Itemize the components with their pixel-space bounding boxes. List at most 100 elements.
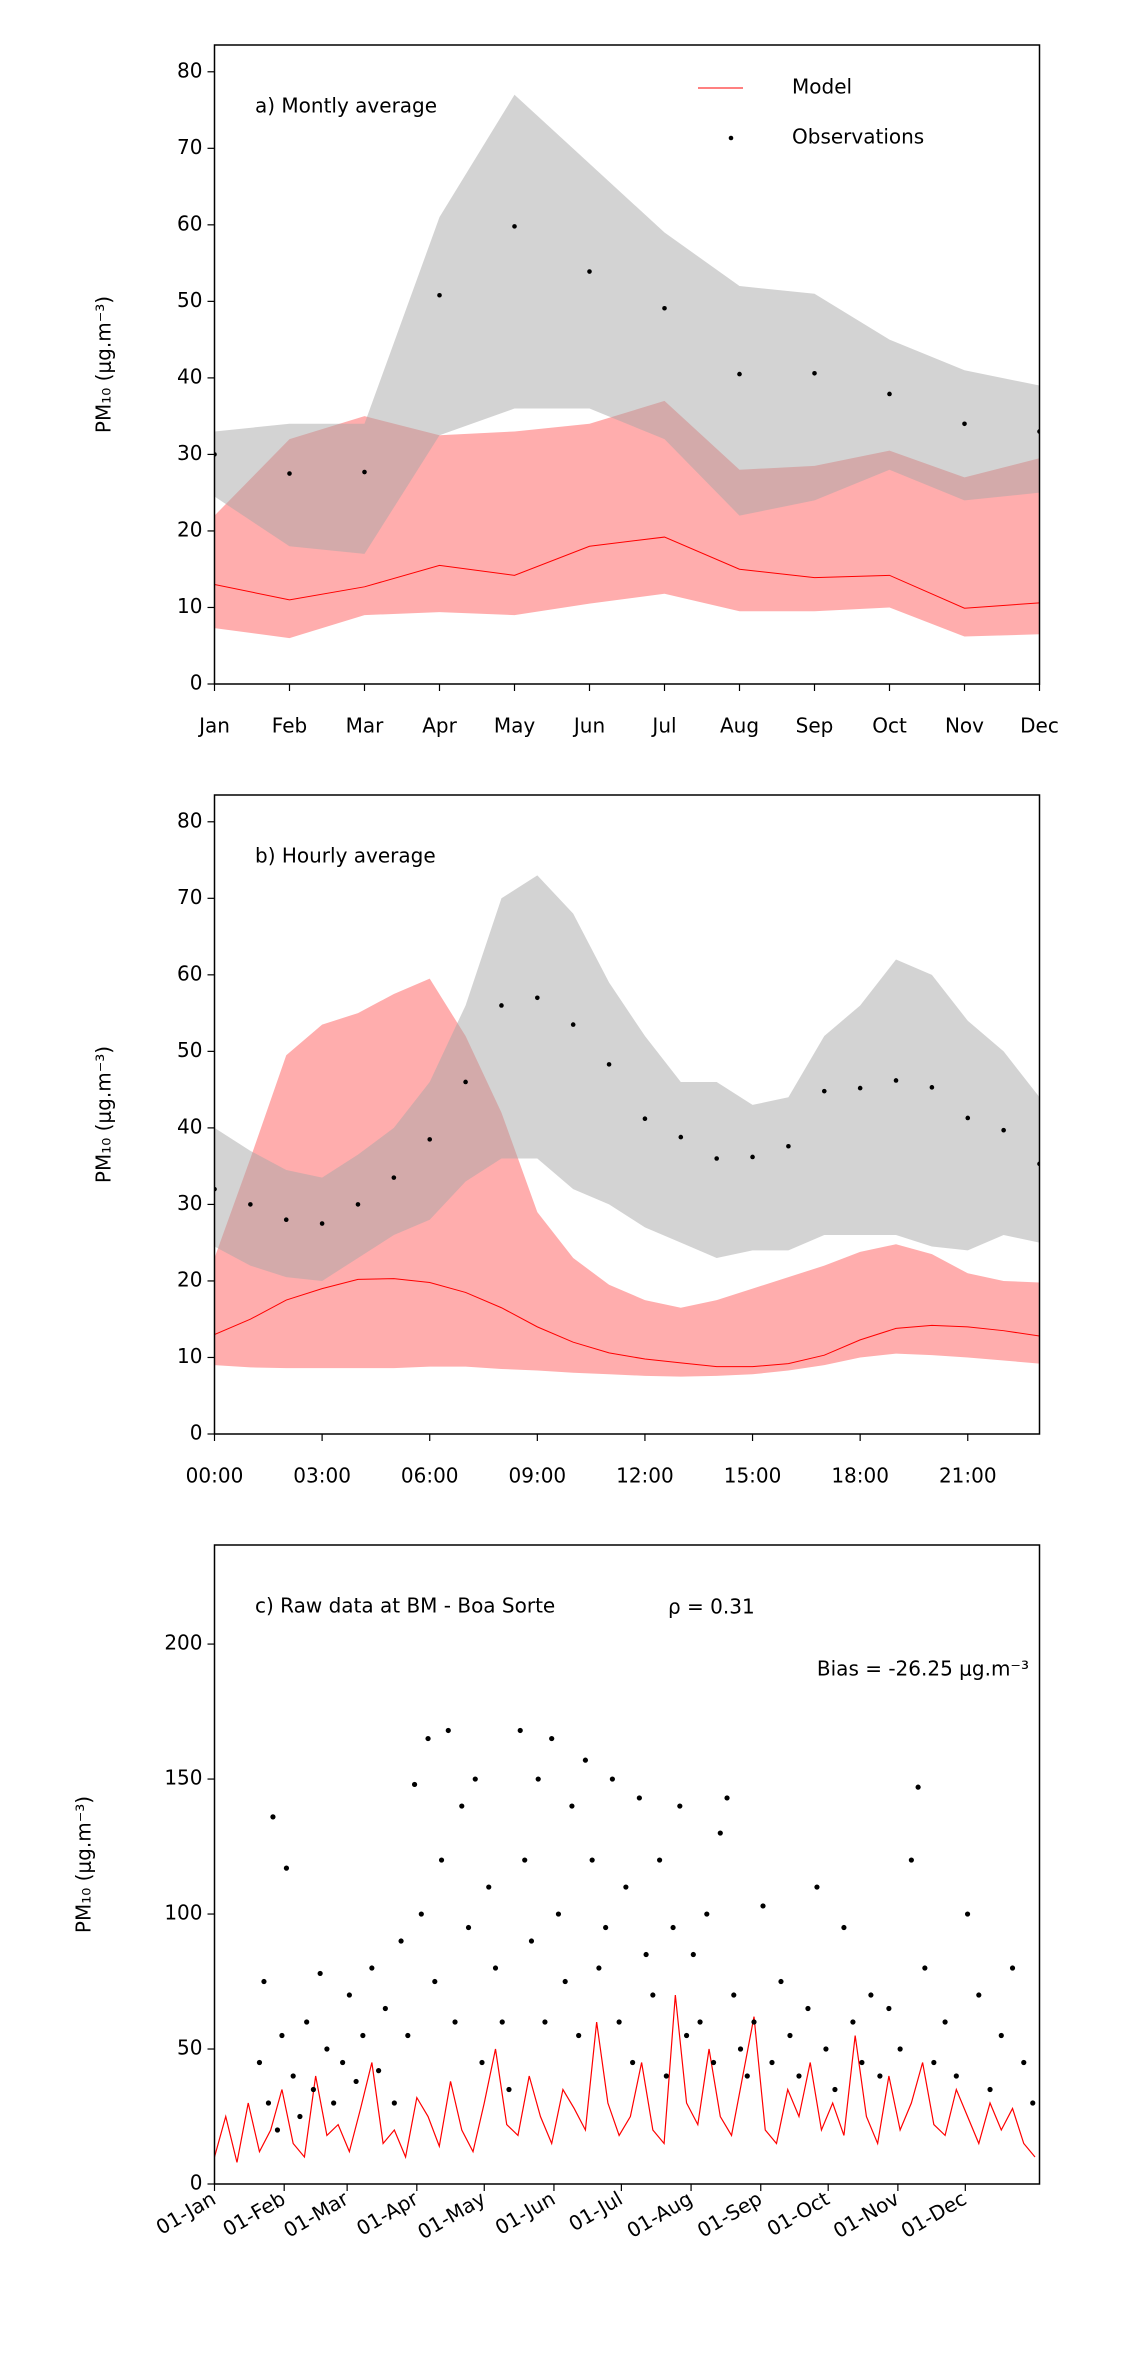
observation-dot — [369, 1965, 375, 1971]
observation-dot — [964, 1911, 971, 1917]
observation-dot — [1009, 1965, 1016, 1971]
observation-dot — [931, 2059, 937, 2066]
x-tick-label: Mar — [346, 714, 385, 738]
y-tick-label: 50 — [177, 288, 202, 312]
observation-dot — [283, 1217, 289, 1223]
observation-dot — [953, 2073, 959, 2079]
x-tick-label: 01-Apr — [352, 2186, 423, 2241]
observation-dot — [535, 1776, 541, 1782]
observation-dot — [677, 1803, 683, 1809]
observation-dot — [398, 1938, 404, 1944]
observation-dot — [868, 1992, 874, 1998]
observation-dot — [549, 1735, 555, 1742]
x-tick-label: Jun — [572, 714, 605, 738]
observation-dot — [576, 2032, 582, 2039]
observation-dot — [570, 1022, 576, 1027]
observation-dot — [391, 1175, 397, 1180]
band — [214, 978, 1040, 1377]
observation-dot — [279, 2032, 285, 2039]
model-line — [214, 1994, 1036, 2163]
x-tick-label: 00:00 — [186, 1464, 244, 1488]
observation-dot — [459, 1803, 465, 1809]
y-axis-label: PM₁₀ (μg.m⁻³) — [92, 1046, 116, 1183]
observation-dot — [287, 471, 292, 476]
observation-dot — [886, 2005, 892, 2012]
y-tick-label: 50 — [177, 1038, 202, 1062]
observation-dot — [506, 2086, 512, 2093]
observation-dot — [683, 2032, 690, 2039]
observation-dot — [445, 1727, 451, 1734]
observation-dot — [877, 2073, 883, 2079]
observation-dot — [857, 1085, 863, 1091]
observation-dot — [737, 371, 742, 377]
x-tick-label: 09:00 — [509, 1464, 567, 1488]
y-tick-label: 0 — [190, 671, 203, 695]
observation-dot — [418, 1911, 424, 1917]
x-tick-label: 21:00 — [939, 1464, 997, 1488]
plot-area — [214, 94, 1040, 639]
legend-label: Model — [792, 75, 852, 99]
observation-dot — [643, 1951, 649, 1958]
observation-dot — [499, 1003, 504, 1008]
observation-dot — [893, 1078, 899, 1083]
observation-dot — [405, 2032, 411, 2039]
observation-dot — [1030, 2100, 1036, 2106]
y-tick-label: 10 — [177, 594, 202, 618]
y-tick-label: 80 — [177, 58, 202, 82]
observation-dot — [976, 1992, 982, 1998]
observation-dot — [596, 1965, 602, 1971]
observation-dot — [331, 2100, 337, 2106]
observation-dot — [662, 305, 667, 311]
y-tick-label: 100 — [164, 1901, 202, 1925]
x-tick-label: Sep — [796, 714, 834, 738]
observation-dot — [562, 1978, 568, 1985]
observation-dot — [731, 1992, 737, 1998]
annotation: ρ = 0.31 — [668, 1595, 755, 1619]
plot-area — [214, 1727, 1036, 2163]
observation-dot — [704, 1911, 710, 1917]
observation-dot — [290, 2073, 296, 2079]
observation-dot — [582, 1757, 589, 1763]
observation-dot — [297, 2113, 303, 2120]
x-tick-label: Oct — [872, 714, 907, 738]
x-tick-label: 12:00 — [616, 1464, 674, 1488]
observation-dot — [987, 2086, 993, 2093]
observation-dot — [650, 1992, 656, 1998]
y-axis-label: PM₁₀ (μg.m⁻³) — [72, 1796, 96, 1933]
observation-dot — [814, 1884, 820, 1890]
observation-dot — [832, 2086, 838, 2093]
axes-frame — [213, 1544, 1041, 2185]
band — [214, 875, 1040, 1281]
x-tick-label: Jan — [197, 714, 230, 738]
observation-dot — [463, 1079, 468, 1085]
x-tick-label: Jul — [650, 714, 676, 738]
observation-dot — [769, 2059, 775, 2066]
observation-dot — [760, 1903, 766, 1909]
x-tick-label: Feb — [272, 714, 307, 738]
observation-dot — [569, 1803, 575, 1809]
y-tick-label: 50 — [177, 2036, 202, 2060]
observation-dot — [479, 2059, 485, 2066]
observation-dot — [636, 1795, 642, 1801]
band — [214, 94, 1040, 554]
y-tick-label: 10 — [177, 1344, 202, 1368]
observation-dot — [486, 1884, 492, 1890]
observation-dot — [427, 1137, 433, 1142]
observation-dot — [710, 2059, 717, 2066]
observation-dot — [528, 1938, 535, 1944]
observation-dot — [616, 2019, 622, 2025]
observation-dot — [642, 1116, 648, 1122]
observation-dot — [438, 1857, 445, 1863]
observation-dot — [465, 1924, 472, 1931]
observation-dot — [304, 2019, 310, 2025]
observation-dot — [256, 2059, 263, 2066]
legend-label: Observations — [792, 125, 924, 149]
observation-dot — [670, 1924, 676, 1931]
observation-dot — [499, 2019, 505, 2025]
observation-dot — [382, 2005, 388, 2012]
observation-dot — [353, 2078, 359, 2085]
plot-area — [214, 875, 1040, 1377]
y-tick-label: 0 — [190, 2171, 203, 2195]
observation-dot — [623, 1884, 629, 1890]
